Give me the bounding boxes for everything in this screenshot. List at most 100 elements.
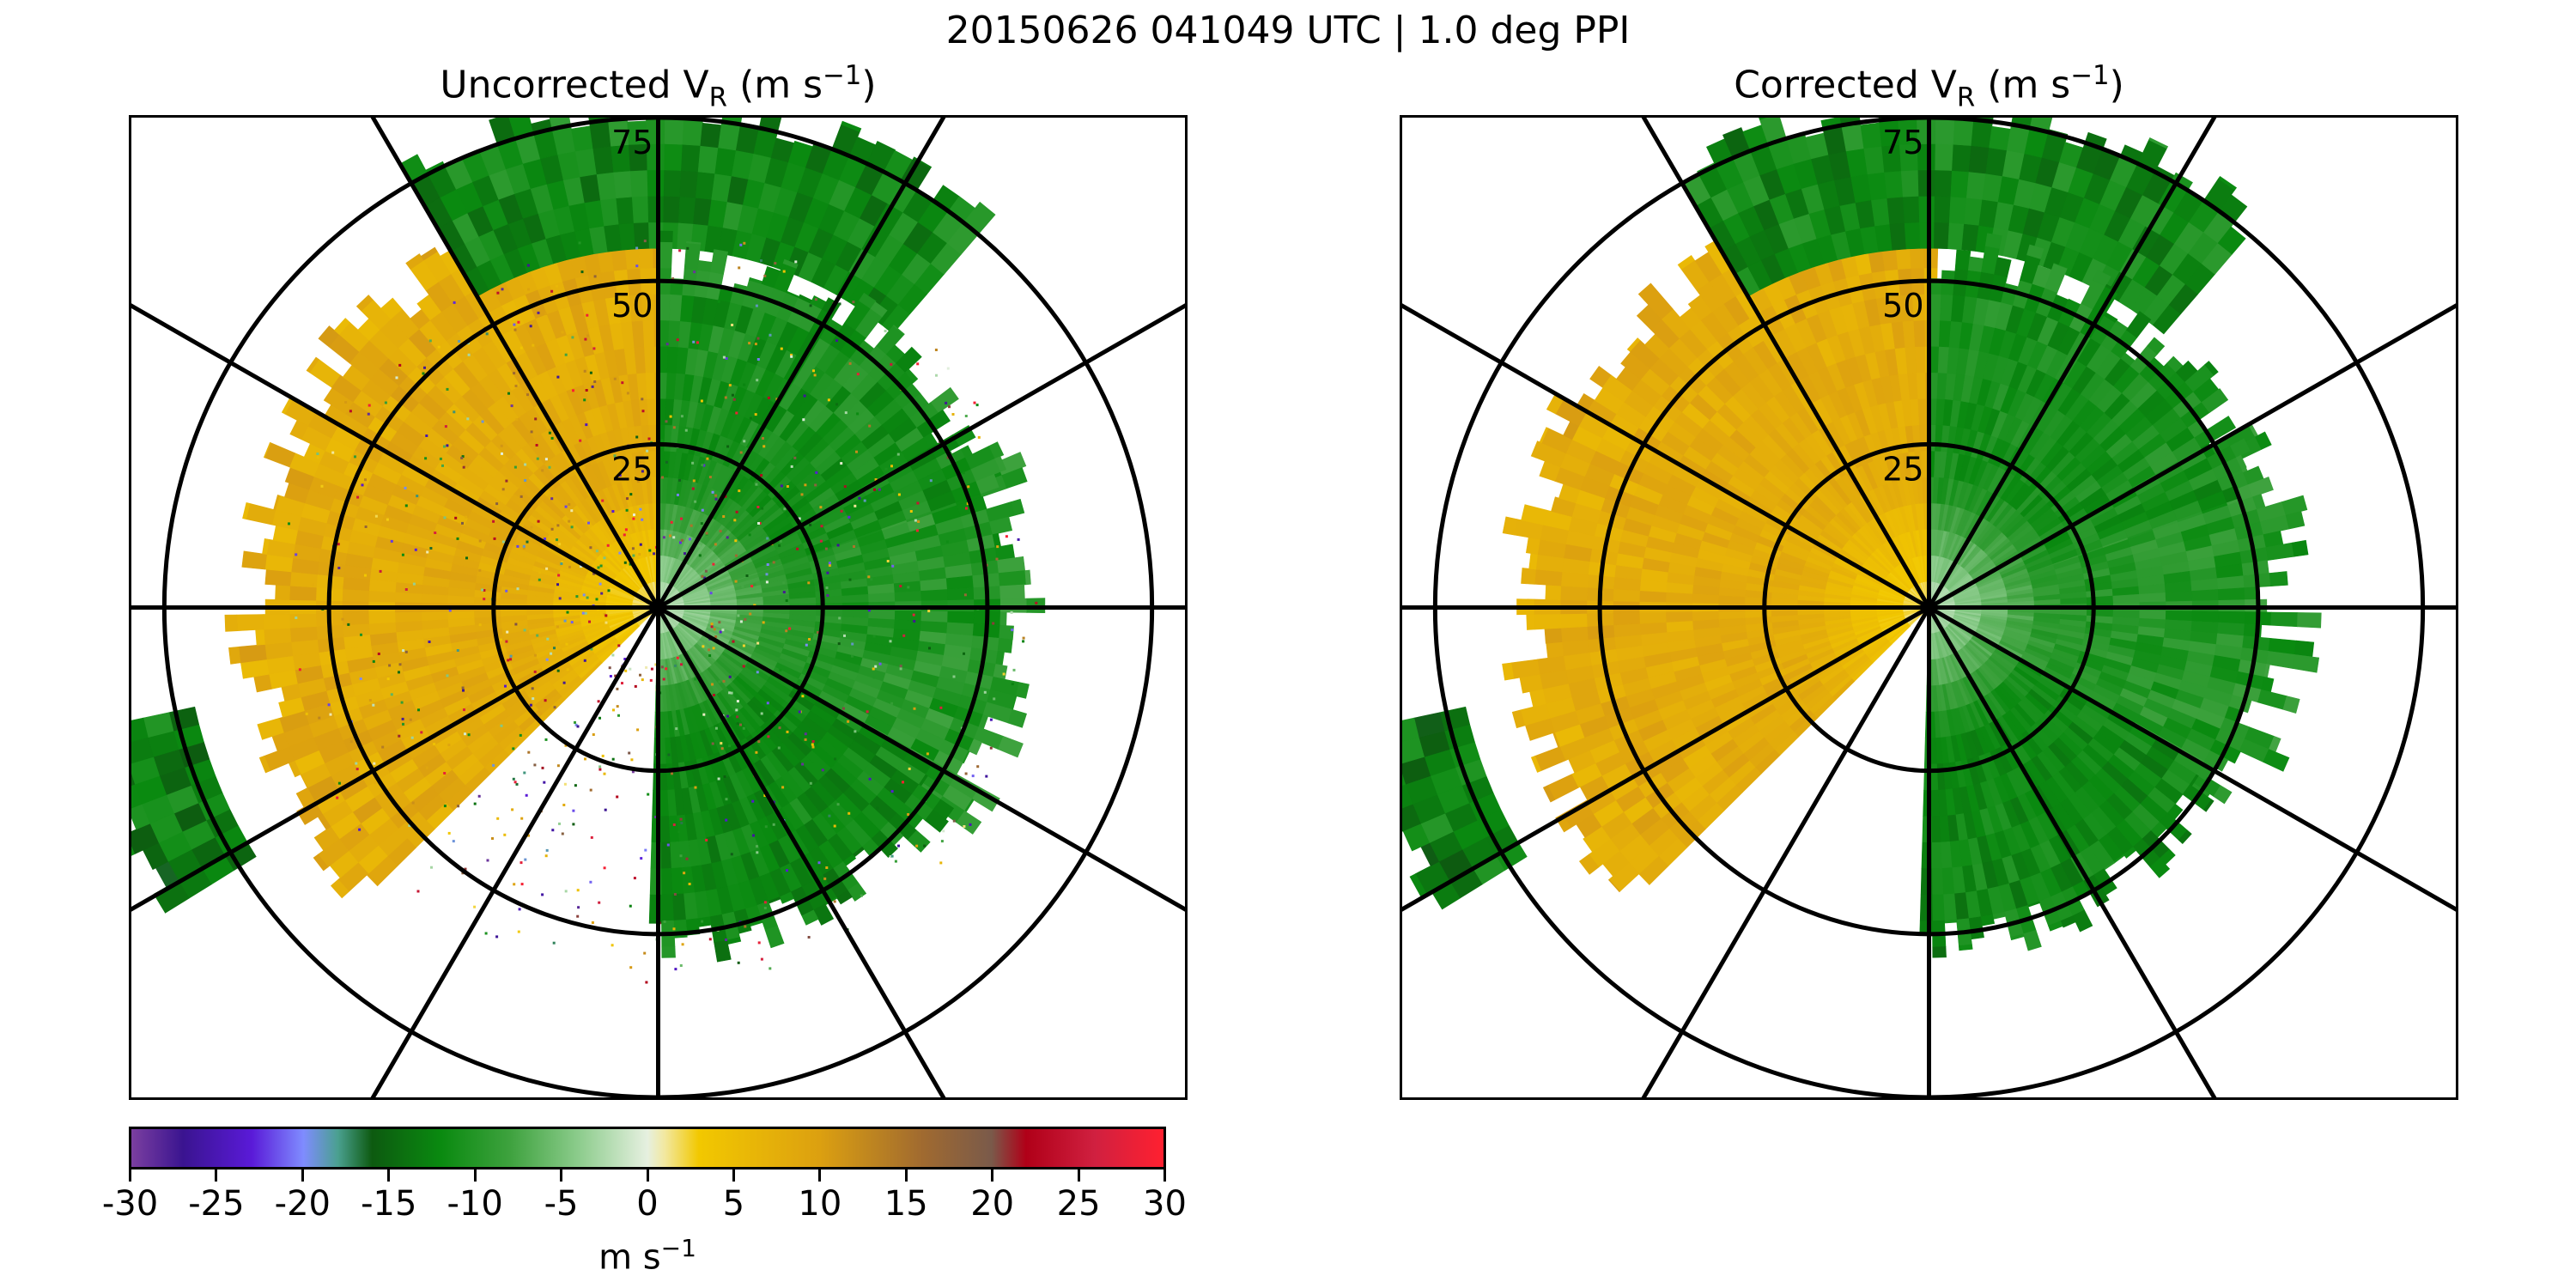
noise-gate	[964, 415, 968, 417]
noise-gate	[963, 825, 966, 828]
velocity-gate	[920, 611, 949, 623]
noise-gate	[985, 775, 988, 778]
noise-gate	[533, 763, 537, 767]
noise-gate	[897, 844, 900, 848]
noise-gate	[355, 768, 359, 771]
noise-gate	[504, 684, 507, 688]
azimuth-spoke	[370, 606, 660, 1097]
velocity-gate	[1539, 427, 1549, 444]
noise-gate	[793, 456, 797, 459]
velocity-gate	[1024, 569, 1031, 586]
noise-gate	[429, 547, 433, 550]
noise-gate	[398, 363, 402, 367]
velocity-gate	[131, 773, 136, 786]
noise-gate	[700, 399, 703, 403]
noise-gate	[562, 804, 566, 806]
noise-gate	[583, 659, 586, 662]
noise-gate	[441, 464, 444, 467]
noise-gate	[714, 494, 718, 497]
noise-gate	[565, 642, 568, 646]
noise-gate	[568, 565, 571, 568]
noise-gate	[636, 480, 640, 483]
noise-gate	[751, 799, 755, 803]
noise-gate	[558, 822, 561, 825]
noise-gate	[561, 331, 564, 334]
noise-gate	[844, 411, 848, 415]
noise-gate	[745, 574, 749, 577]
noise-gate	[838, 302, 841, 306]
noise-gate	[996, 545, 999, 549]
noise-gate	[851, 642, 854, 646]
noise-gate	[1012, 668, 1016, 671]
noise-gate	[820, 525, 823, 528]
velocity-gate	[131, 823, 159, 855]
noise-gate	[553, 647, 556, 650]
noise-gate	[801, 695, 805, 698]
noise-gate	[506, 630, 509, 634]
noise-gate	[809, 304, 812, 307]
noise-gate	[509, 658, 513, 661]
noise-gate	[728, 691, 732, 695]
noise-gate	[828, 564, 831, 567]
noise-gate	[601, 499, 605, 502]
noise-gate	[605, 614, 608, 617]
noise-gate	[662, 536, 665, 539]
noise-gate	[794, 260, 798, 264]
range-ring	[326, 278, 990, 937]
noise-gate	[298, 668, 301, 671]
noise-gate	[572, 823, 575, 826]
noise-gate	[673, 664, 677, 667]
noise-gate	[767, 396, 770, 399]
noise-gate	[890, 465, 893, 468]
noise-gate	[694, 677, 697, 681]
noise-gate	[492, 763, 495, 767]
noise-gate	[854, 504, 857, 507]
noise-gate	[809, 523, 812, 526]
noise-gate	[742, 644, 745, 647]
noise-gate	[527, 288, 531, 291]
noise-gate	[667, 753, 671, 756]
noise-gate	[866, 710, 869, 714]
velocity-gate	[2191, 589, 2220, 602]
noise-gate	[662, 677, 665, 681]
velocity-gate	[1917, 169, 1936, 197]
velocity-gate	[997, 637, 1013, 653]
velocity-gate	[1502, 662, 1515, 681]
noise-gate	[757, 522, 760, 525]
title-sub: R	[708, 82, 728, 113]
velocity-gate	[663, 195, 681, 223]
noise-gate	[544, 538, 546, 540]
noise-gate	[690, 524, 693, 527]
noise-gate	[884, 467, 888, 471]
noise-gate	[876, 806, 879, 810]
noise-gate	[756, 641, 760, 645]
noise-gate	[395, 376, 398, 380]
velocity-gate	[1935, 118, 1955, 145]
noise-gate	[541, 766, 544, 769]
noise-gate	[453, 301, 456, 304]
velocity-gate	[1934, 222, 1950, 250]
noise-gate	[851, 654, 854, 658]
noise-gate	[660, 439, 664, 442]
noise-gate	[785, 629, 788, 633]
velocity-gate	[938, 409, 951, 424]
noise-gate	[728, 384, 732, 387]
noise-gate	[501, 288, 504, 291]
noise-gate	[1011, 683, 1014, 686]
noise-gate	[411, 801, 415, 805]
noise-gate	[463, 708, 465, 712]
noise-gate	[617, 644, 621, 647]
velocity-gate	[945, 575, 975, 590]
velocity-gate	[131, 737, 154, 764]
noise-gate	[683, 872, 686, 875]
noise-gate	[578, 241, 581, 245]
velocity-gate	[2217, 587, 2245, 601]
noise-gate	[572, 809, 575, 812]
noise-gate	[500, 444, 503, 447]
noise-gate	[899, 585, 902, 588]
azimuth-spokes	[131, 118, 1185, 1097]
noise-gate	[913, 707, 916, 710]
noise-gate	[725, 798, 728, 801]
noise-gate	[858, 496, 861, 500]
noise-gate	[702, 464, 706, 467]
